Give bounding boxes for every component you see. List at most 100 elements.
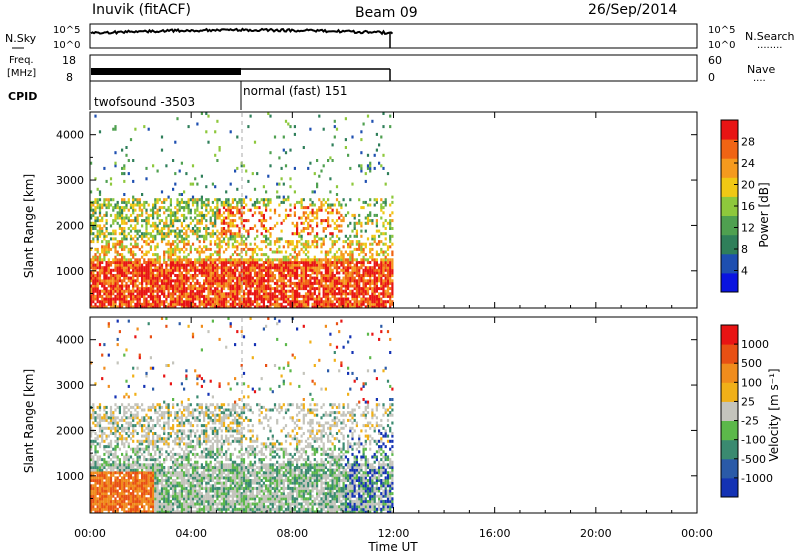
echo-cell (256, 297, 259, 301)
echo-cell (107, 452, 110, 456)
echo-cell (132, 255, 135, 259)
echo-cell (238, 289, 241, 293)
echo-cell (114, 294, 117, 298)
echo-cell (141, 489, 144, 493)
echo-cell (216, 237, 219, 241)
echo-cell (187, 276, 190, 280)
echo-cell (260, 276, 263, 280)
echo-cell (198, 227, 201, 231)
echo-cell (309, 263, 312, 267)
echo-cell (132, 287, 135, 291)
echo-cell (273, 276, 277, 280)
echo-cell (205, 219, 208, 223)
echo-cell (313, 255, 316, 259)
echo-cell (214, 271, 217, 275)
echo-cell (284, 300, 288, 304)
echo-cell (101, 377, 104, 381)
echo-cell (236, 247, 239, 251)
echo-cell (92, 266, 95, 270)
echo-cell (380, 203, 383, 207)
echo-cell (251, 292, 254, 296)
echo-cell (205, 279, 208, 283)
echo-cell (249, 266, 252, 270)
echo-cell (141, 193, 144, 197)
echo-cell (231, 271, 234, 275)
echo-cell (145, 463, 148, 467)
echo-cell (242, 258, 246, 262)
echo-cell (347, 271, 350, 275)
echo-cell (380, 292, 383, 296)
echo-cell (121, 289, 124, 293)
echo-cell (220, 200, 223, 204)
echo-cell (98, 281, 102, 285)
echo-cell (222, 266, 226, 270)
echo-cell (258, 297, 261, 301)
echo-cell (116, 253, 119, 257)
echo-cell (236, 276, 239, 280)
echo-cell (92, 221, 95, 225)
echo-cell (276, 297, 279, 301)
echo-cell (318, 281, 321, 285)
echo-cell (209, 206, 212, 210)
echo-cell (125, 468, 128, 472)
echo-cell (154, 452, 157, 456)
echo-cell (318, 198, 321, 202)
echo-cell (96, 258, 99, 262)
echo-cell (136, 432, 139, 436)
echo-cell (107, 302, 110, 306)
echo-cell (138, 229, 141, 233)
echo-cell (90, 492, 93, 496)
echo-cell (165, 502, 168, 506)
echo-cell (127, 227, 130, 231)
echo-cell (293, 305, 296, 309)
echo-cell (349, 289, 352, 293)
echo-cell (158, 499, 161, 503)
echo-cell (320, 206, 323, 210)
echo-cell (304, 266, 308, 270)
echo-cell (114, 258, 117, 262)
echo-cell (103, 266, 106, 270)
echo-cell (92, 411, 95, 415)
echo-cell (156, 305, 159, 309)
echo-cell (158, 481, 161, 485)
echo-cell (149, 271, 152, 275)
echo-cell (384, 266, 387, 270)
echo-cell (211, 279, 214, 283)
echo-cell (180, 224, 183, 228)
echo-cell (123, 479, 126, 483)
echo-cell (178, 292, 181, 296)
echo-cell (176, 287, 179, 291)
echo-cell (245, 266, 248, 270)
echo-cell (132, 405, 135, 409)
y-tick-label: 3000 (56, 174, 84, 187)
echo-cell (92, 305, 95, 309)
echo-cell (136, 486, 139, 490)
echo-cell (118, 224, 121, 228)
echo-cell (165, 261, 168, 265)
echo-cell (138, 507, 141, 511)
echo-cell (107, 442, 110, 446)
echo-cell (282, 245, 285, 249)
echo-cell (127, 263, 130, 267)
echo-cell (147, 242, 150, 246)
echo-cell (355, 274, 358, 278)
echo-cell (114, 452, 117, 456)
echo-cell (145, 497, 148, 501)
echo-cell (154, 198, 157, 202)
echo-cell (222, 240, 226, 244)
echo-cell (114, 297, 117, 301)
echo-cell (344, 234, 347, 238)
echo-cell (245, 281, 248, 285)
echo-cell (225, 263, 228, 267)
echo-cell (389, 221, 392, 225)
echo-cell (218, 245, 221, 249)
echo-cell (145, 261, 148, 265)
echo-cell (147, 484, 150, 488)
echo-cell (149, 297, 152, 301)
echo-cell (154, 281, 157, 285)
echo-cell (196, 219, 199, 223)
echo-cell (134, 208, 137, 212)
echo-cell (307, 268, 310, 272)
echo-cell (373, 287, 376, 291)
echo-cell (156, 292, 159, 296)
